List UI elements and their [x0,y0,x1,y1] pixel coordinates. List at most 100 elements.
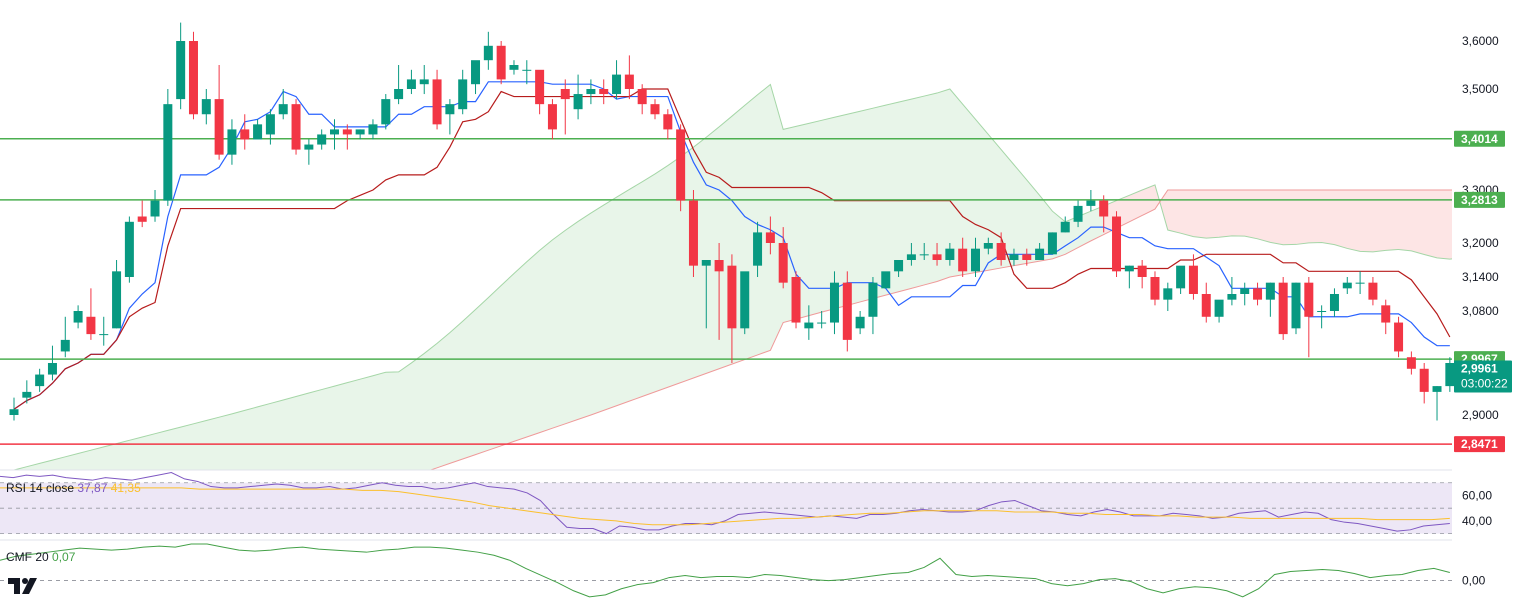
candle [676,124,686,212]
candle [509,60,519,75]
candle [1137,260,1147,289]
candle [1086,190,1096,212]
candle [983,237,993,255]
candle [471,60,481,95]
candle [701,260,711,329]
candle [1278,277,1288,340]
candle [1368,277,1378,306]
candle [586,79,596,105]
candle [342,124,352,150]
candle [535,69,545,115]
senkou-span-b [429,189,1452,470]
candle [599,79,609,105]
candle [612,60,622,100]
candle [381,94,391,130]
senkou-span-a [13,83,1452,470]
price-tick-label: 3,2000 [1462,236,1499,250]
candle [188,31,198,120]
candle [419,65,429,95]
candle [714,243,724,340]
candle [291,99,301,155]
candle [804,305,814,340]
candle [996,232,1006,266]
candle [214,65,224,160]
candle [663,109,673,140]
candle [1394,316,1404,358]
candle [394,65,404,105]
price-tick-label: 3,1400 [1462,270,1499,284]
cmf-line [0,543,1450,598]
candle [278,89,288,120]
candle [99,316,109,346]
candle [317,129,327,150]
tradingview-logo-icon[interactable] [8,576,40,596]
candle [1009,248,1019,266]
candle [1445,357,1455,392]
svg-text:03:00:22: 03:00:22 [1461,376,1508,390]
candle [9,397,19,421]
candle [406,69,416,95]
candle [1022,248,1032,266]
candle [688,190,698,277]
candle [855,311,865,335]
candle [330,119,339,150]
rsi-legend: RSI 14 close 37,87 41,35 [6,481,141,495]
candle [1432,386,1442,421]
candle [740,271,750,335]
candle [1304,277,1314,358]
candle [445,99,455,135]
svg-text:2,8471: 2,8471 [1461,437,1498,451]
candle [971,237,980,277]
candle [1329,288,1339,317]
candle [547,99,557,140]
rsi-pane [0,469,1452,535]
price-axis[interactable]: 3,60003,50003,30003,20003,14003,08002,90… [1454,34,1512,588]
candle [1112,211,1122,277]
candle [829,271,839,335]
candle [1355,271,1365,294]
candle [201,89,211,125]
candle [791,271,801,329]
rsi-ma-line [0,487,1450,526]
candle [945,243,955,266]
price-tick-label: 3,5000 [1462,82,1499,96]
price-tick-label: 3,6000 [1462,34,1499,48]
candle [483,31,493,70]
candle [1150,271,1160,306]
candle [304,139,314,165]
cmf-pane [0,539,1452,598]
candle [637,84,647,115]
candle [1317,305,1327,329]
candle [881,271,891,289]
candle [1124,265,1134,289]
candle [22,380,32,404]
candle [368,119,378,140]
cloud-area [1103,184,1452,260]
level-badge-3: 2,8471 [1454,436,1505,453]
candle [958,237,968,277]
candle [35,368,45,392]
candle [265,109,275,145]
candle [1073,200,1083,228]
candle [227,119,237,165]
level-badge-0: 3,4014 [1454,130,1505,147]
candle [778,227,788,289]
rsi-tick-label: 60,00 [1462,488,1492,502]
candle [1201,282,1211,323]
candle [176,22,186,110]
candle [522,60,532,85]
candle [1188,254,1198,300]
candle [240,114,250,150]
candle [727,254,737,363]
candle [124,216,134,283]
candle [906,243,916,266]
pane-legends: RSI 14 close 37,87 41,35 CMF 20 0,07 [6,481,141,564]
candle [1214,299,1224,323]
candle [1381,299,1391,335]
candle [458,69,468,115]
candle [73,305,83,329]
candle [560,79,570,135]
